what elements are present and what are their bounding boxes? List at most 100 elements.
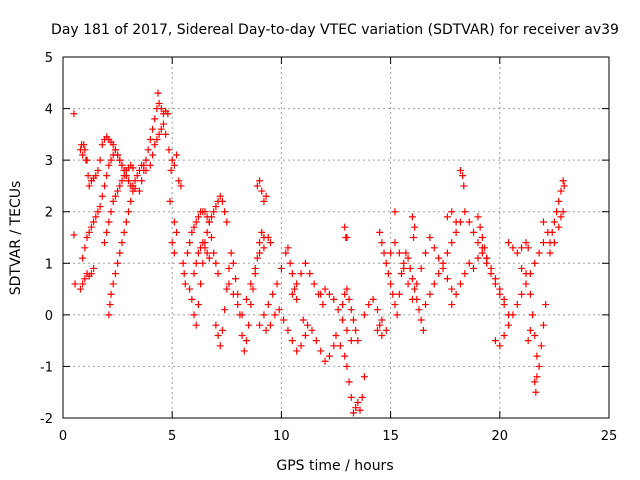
data-point — [356, 406, 364, 414]
data-point — [84, 172, 92, 180]
data-point — [87, 270, 95, 278]
data-point — [347, 393, 355, 401]
data-point — [258, 187, 266, 195]
data-point — [94, 208, 102, 216]
data-point — [474, 213, 482, 221]
data-point — [175, 177, 183, 185]
data-point — [387, 280, 395, 288]
data-point — [170, 218, 178, 226]
data-point — [116, 156, 124, 164]
data-point — [341, 352, 349, 360]
data-point — [103, 172, 111, 180]
data-point — [406, 264, 414, 272]
data-point — [273, 280, 281, 288]
data-point — [293, 347, 301, 355]
data-point — [301, 331, 309, 339]
data-point — [229, 290, 237, 298]
data-point — [212, 259, 220, 267]
data-point — [349, 316, 357, 324]
data-point — [100, 182, 108, 190]
x-tick-label: 0 — [59, 429, 67, 444]
data-point — [336, 342, 344, 350]
data-point — [293, 280, 301, 288]
data-point — [116, 182, 124, 190]
data-point — [422, 249, 430, 257]
data-point — [360, 373, 368, 381]
data-point — [225, 264, 233, 272]
data-point — [238, 311, 246, 319]
data-point — [118, 239, 126, 247]
data-point — [264, 234, 272, 241]
data-point — [529, 311, 537, 319]
data-point — [253, 254, 261, 262]
data-point — [461, 208, 469, 216]
data-point — [347, 306, 355, 314]
data-point — [177, 182, 185, 190]
data-point — [531, 331, 539, 339]
data-point — [114, 259, 122, 267]
data-point — [214, 270, 222, 278]
data-point — [242, 295, 250, 303]
data-point — [81, 244, 89, 252]
data-point — [70, 231, 78, 239]
data-point — [109, 280, 117, 288]
data-point — [531, 378, 539, 386]
data-point — [443, 213, 451, 221]
data-point — [199, 239, 207, 247]
data-point — [550, 239, 558, 247]
data-point — [203, 228, 211, 236]
data-point — [194, 249, 202, 257]
data-point — [297, 342, 305, 350]
data-point — [408, 295, 416, 303]
data-point — [470, 264, 478, 272]
data-point — [256, 177, 264, 185]
data-point — [157, 105, 165, 113]
data-point — [369, 295, 377, 303]
data-point — [90, 264, 98, 272]
data-point — [343, 326, 351, 334]
data-point — [216, 192, 224, 200]
data-point — [317, 347, 325, 355]
data-point — [354, 337, 362, 345]
data-point — [408, 213, 416, 221]
data-point — [465, 259, 473, 267]
data-point — [264, 301, 272, 309]
data-point — [234, 301, 242, 309]
data-point — [288, 270, 296, 278]
data-point — [460, 182, 468, 190]
data-point — [256, 239, 264, 247]
data-point — [456, 166, 464, 174]
data-point — [430, 280, 438, 288]
data-point — [380, 249, 388, 257]
data-point — [448, 285, 456, 293]
data-point — [533, 352, 541, 360]
data-point — [190, 311, 198, 319]
data-point — [240, 347, 248, 355]
data-point — [325, 352, 333, 360]
data-point — [524, 244, 532, 252]
data-point — [378, 331, 386, 339]
data-point — [192, 321, 200, 329]
data-point — [159, 120, 167, 128]
data-point — [153, 136, 161, 144]
data-point — [138, 177, 146, 185]
data-point — [373, 326, 381, 334]
data-point — [116, 249, 124, 257]
data-point — [330, 295, 338, 303]
data-point — [352, 326, 360, 334]
data-point — [216, 342, 224, 350]
data-point — [524, 337, 532, 345]
chart-title: Day 181 of 2017, Sidereal Day-to-day VTE… — [51, 22, 619, 38]
data-point — [173, 151, 181, 159]
data-point — [218, 326, 226, 334]
data-point — [232, 275, 240, 283]
data-point — [376, 228, 384, 236]
data-point — [170, 249, 178, 257]
data-point — [532, 388, 540, 396]
data-point — [518, 244, 526, 252]
data-point — [513, 249, 521, 257]
data-point — [201, 244, 209, 252]
data-point — [415, 306, 423, 314]
data-point — [107, 290, 115, 298]
data-point — [81, 275, 89, 283]
